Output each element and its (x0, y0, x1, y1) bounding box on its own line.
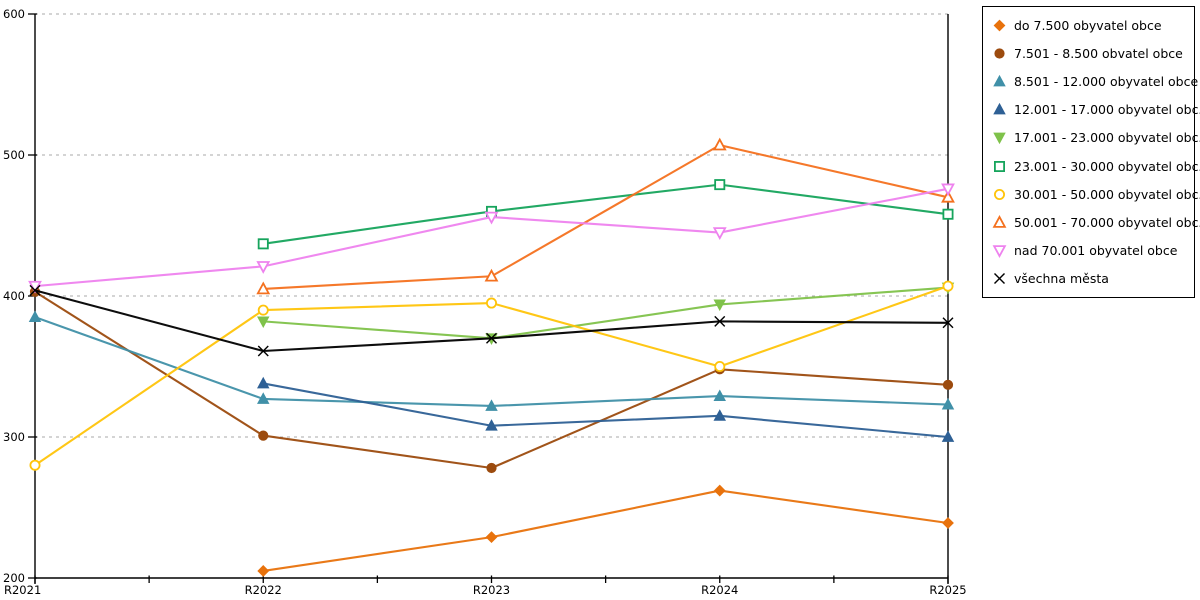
data-point-marker (485, 297, 497, 309)
legend-item-2[interactable]: 7.501 - 8.500 obvatel obce (992, 46, 1194, 61)
data-point-marker (486, 332, 497, 344)
data-point-marker (256, 261, 271, 274)
data-point-marker (486, 462, 497, 474)
data-point-marker (942, 517, 954, 529)
data-point-marker (714, 179, 726, 191)
data-point-marker (257, 304, 269, 316)
legend-item-label: do 7.500 obyvatel obce (1014, 17, 1162, 33)
data-point-marker (941, 397, 955, 410)
x-axis-tick-label: R2022 (245, 583, 282, 597)
data-point-marker (257, 238, 269, 250)
data-point-marker (712, 137, 727, 151)
series-4 (257, 376, 955, 442)
data-point-marker (29, 459, 41, 471)
data-point-marker (257, 345, 269, 357)
series-7 (29, 280, 954, 471)
legend-item-7[interactable]: 30.001 - 50.000 obyvatel obc... (992, 187, 1200, 202)
data-point-marker (29, 284, 41, 296)
series-line (262, 489, 950, 573)
legend-item-10[interactable]: všechna města (992, 271, 1194, 286)
series-2 (29, 286, 954, 474)
legend-item-5[interactable]: 17.001 - 23.000 obyvatel obc... (992, 130, 1200, 145)
legend-marker-x-icon (994, 273, 1005, 285)
legend-marker-triangle-up-icon (993, 74, 1006, 87)
legend-item-9[interactable]: nad 70.001 obyvatel obce (992, 243, 1194, 258)
data-point-marker (484, 211, 499, 225)
series-1 (257, 484, 954, 577)
y-axis-tick-label: 600 (3, 7, 25, 21)
series-line (262, 183, 950, 245)
series-6 (257, 179, 954, 250)
legend-item-label: 23.001 - 30.000 obyvatel obc... (1014, 158, 1200, 174)
series-3 (28, 310, 955, 411)
y-axis-tick-label: 400 (3, 289, 25, 303)
legend-item-label: 30.001 - 50.000 obyvatel obc... (1014, 186, 1200, 202)
data-point-marker (941, 189, 955, 203)
data-point-marker (942, 379, 954, 390)
data-point-marker (713, 299, 726, 312)
legend-marker-triangle-up-icon (993, 103, 1006, 115)
legend-item-1[interactable]: do 7.500 obyvatel obce (992, 18, 1194, 33)
legend-item-3[interactable]: 8.501 - 12.000 obyvatel obce (992, 74, 1198, 89)
data-point-marker (713, 484, 726, 497)
legend-item-6[interactable]: 23.001 - 30.000 obyvatel obc... (992, 159, 1200, 174)
data-point-marker (485, 399, 498, 411)
data-point-marker (485, 531, 498, 544)
data-point-marker (257, 376, 270, 389)
data-point-marker (941, 183, 955, 197)
data-point-marker (257, 392, 270, 404)
data-point-marker (712, 227, 727, 241)
legend-marker-circle-icon (994, 188, 1005, 200)
legend: do 7.500 obyvatel obce 7.501 - 8.500 obva… (982, 6, 1200, 298)
data-point-marker (258, 430, 269, 441)
series-line (262, 382, 950, 439)
legend-item-label: nad 70.001 obyvatel obce (1014, 243, 1178, 259)
legend-marker-circle-icon (994, 48, 1005, 59)
legend-item-4[interactable]: 12.001 - 17.000 obyvatel obc... (992, 102, 1200, 117)
data-point-marker (942, 208, 954, 220)
series-10 (29, 284, 954, 357)
series-line (33, 290, 950, 470)
chart-plot-area: 200 300 400 500 600 R2021 R2022 R2023 R2024 R2025 (3, 7, 967, 597)
series-line (262, 286, 950, 340)
data-point-marker (28, 310, 42, 323)
legend-marker-triangle-up-icon (992, 214, 1007, 228)
data-point-marker (257, 316, 270, 329)
data-point-marker (485, 419, 498, 431)
legend-item-label: 8.501 - 12.000 obyvatel obce (1014, 73, 1199, 89)
series-line (262, 144, 950, 291)
data-point-marker (714, 315, 726, 327)
y-axis-tick-label: 500 (3, 148, 25, 162)
data-point-marker (942, 317, 954, 329)
series-8 (256, 137, 955, 295)
legend-item-8[interactable]: 50.001 - 70.000 obyvatel obc... (992, 214, 1200, 230)
x-axis-tick-label: R2021 (4, 583, 41, 597)
series-line (33, 316, 950, 408)
legend-marker-diamond-icon (993, 19, 1006, 32)
legend-item-label: 17.001 - 23.000 obyvatel obc... (1014, 130, 1200, 146)
legend-item-label: všechna města (1014, 271, 1109, 287)
legend-marker-square-icon (994, 160, 1005, 172)
legend-item-label: 50.001 - 70.000 obyvatel obc... (1014, 214, 1200, 230)
legend-marker-triangle-down-icon (992, 245, 1007, 259)
legend-item-label: 12.001 - 17.000 obyvatel obc... (1014, 102, 1200, 118)
data-point-marker (941, 430, 955, 442)
x-axis-tick-label: R2023 (473, 583, 510, 597)
data-point-marker (942, 280, 954, 292)
data-point-marker (484, 268, 499, 282)
series-9 (28, 183, 955, 294)
data-point-marker (713, 409, 726, 421)
data-point-marker (257, 565, 270, 577)
data-point-marker (714, 360, 726, 372)
x-axis-tick-label: R2025 (929, 583, 966, 597)
y-axis-tick-label: 300 (3, 430, 25, 444)
x-axis-tick-label: R2024 (701, 583, 738, 597)
legend-item-label: 7.501 - 8.500 obvatel obce (1014, 45, 1183, 61)
data-point-marker (713, 389, 726, 402)
y-axis-tick-label: 200 (3, 571, 25, 585)
data-point-marker (256, 281, 271, 295)
legend-marker-triangle-down-icon (993, 132, 1006, 145)
